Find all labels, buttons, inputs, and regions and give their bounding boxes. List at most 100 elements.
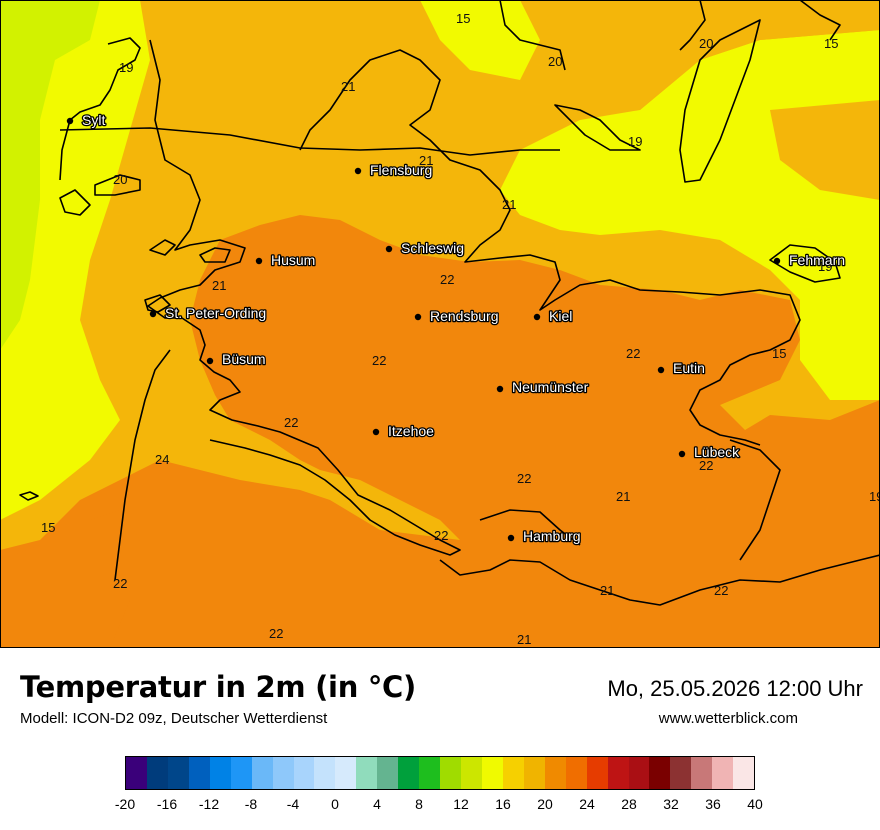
isotherm-label: 20 [548,54,562,69]
city-markers: Sylt Flensburg Schleswig Husum Fehmarn S… [66,111,846,545]
legend-swatch [419,757,441,789]
city-fehmarn[interactable]: Fehmarn [773,251,846,269]
isotherm-label: 24 [155,452,169,467]
isotherm-label: 21 [212,278,226,293]
isotherm-label: 20 [699,36,713,51]
city-label: Rendsburg [430,308,499,324]
isotherm-label: 21 [517,632,531,647]
isotherm-label: 22 [284,415,298,430]
legend-swatch [377,757,399,789]
legend-tick-label: -4 [286,796,300,812]
isotherm-label: 19 [119,60,133,75]
isotherm-label: 15 [772,346,786,361]
legend-swatch [607,757,629,789]
isotherm-label: 19 [818,259,832,274]
isotherm-label: 22 [434,528,448,543]
city-label: Schleswig [401,240,464,256]
legend-swatch [398,757,420,789]
legend-swatch [586,757,608,789]
city-husum[interactable]: Husum [255,251,317,269]
city-label: Sylt [82,112,105,128]
legend-swatch [356,757,378,789]
temperature-map[interactable]: 15 20 15 19 20 21 21 19 20 21 22 21 19 2… [0,0,880,648]
legend-swatch [209,757,231,789]
legend-swatch [733,757,755,789]
color-legend [125,756,755,790]
legend-swatch [146,757,168,789]
legend-swatch [565,757,587,789]
isotherm-label: 21 [616,489,630,504]
city-label: Hamburg [523,528,581,544]
isotherm-label: 20 [113,172,127,187]
legend-swatch [670,757,692,789]
city-buesum[interactable]: Büsum [206,350,267,368]
city-hamburg[interactable]: Hamburg [507,527,582,545]
city-kiel[interactable]: Kiel [533,307,574,325]
map-footer: Temperatur in 2m (in °C) Modell: ICON-D2… [0,648,880,830]
isotherm-label: 22 [113,576,127,591]
city-label: Fehmarn [789,252,845,268]
legend-tick-label: 36 [705,796,721,812]
city-rendsburg[interactable]: Rendsburg [414,307,500,325]
isotherm-label: 22 [626,346,640,361]
isotherm-label: 22 [714,583,728,598]
legend-swatch [649,757,671,789]
city-schleswig[interactable]: Schleswig [385,239,465,257]
city-label: St. Peter-Ording [165,305,266,321]
legend-swatch [335,757,357,789]
isotherm-label: 22 [440,272,454,287]
legend-swatch [167,757,189,789]
legend-tick-label: 0 [331,796,339,812]
legend-tick-label: 12 [453,796,469,812]
legend-swatch [523,757,545,789]
legend-tick-label: -8 [244,796,258,812]
city-label: Eutin [673,360,705,376]
city-label: Flensburg [370,162,432,178]
isotherm-label: 22 [269,626,283,641]
temperature-zone-orange-sw [0,510,140,648]
legend-swatch [293,757,315,789]
temperature-zone-yellow-green [0,0,100,350]
city-eutin[interactable]: Eutin [657,359,706,377]
forecast-datetime: Mo, 25.05.2026 12:00 Uhr [607,676,863,701]
isotherm-label: 22 [372,353,386,368]
legend-swatch [628,757,650,789]
city-sylt[interactable]: Sylt [66,111,107,129]
website-link[interactable]: www.wetterblick.com [658,710,798,727]
legend-tick-label: -12 [198,796,220,812]
model-info: Modell: ICON-D2 09z, Deutscher Wetterdie… [20,710,328,727]
legend-tick-label: 8 [415,796,423,812]
temperature-zone-yellow-north [420,0,540,80]
legend-swatch [188,757,210,789]
legend-swatch [691,757,713,789]
city-neumuenster[interactable]: Neumünster [496,378,590,396]
legend-tick-label: 28 [621,796,637,812]
temperature-zone-light-orange-ne [545,0,880,110]
legend-swatch [544,757,566,789]
legend-swatch [126,757,147,789]
map-title: Temperatur in 2m (in °C) [20,670,416,704]
city-label: Husum [271,252,315,268]
isotherm-label: 15 [824,36,838,51]
legend-swatch [481,757,503,789]
legend-swatch [502,757,524,789]
legend-swatch [230,757,252,789]
legend-tick-label: 16 [495,796,511,812]
legend-tick-label: 40 [747,796,763,812]
city-flensburg[interactable]: Flensburg [354,161,434,179]
legend-tick-label: 4 [373,796,381,812]
city-luebeck[interactable]: Lübeck [678,443,741,461]
city-st-peter-ording[interactable]: St. Peter-Ording [149,304,267,322]
temperature-zone-light-orange-east [770,100,880,200]
legend-tick-label: 20 [537,796,553,812]
legend-tick-label: -16 [156,796,178,812]
isotherm-label: 21 [600,583,614,598]
legend-swatch [461,757,482,789]
legend-tick-label: 32 [663,796,679,812]
isotherm-label: 19 [869,489,880,504]
city-itzehoe[interactable]: Itzehoe [372,422,435,440]
isotherm-label: 19 [628,134,642,149]
legend-swatch [314,757,336,789]
coastlines [19,0,880,606]
legend-swatch [272,757,294,789]
